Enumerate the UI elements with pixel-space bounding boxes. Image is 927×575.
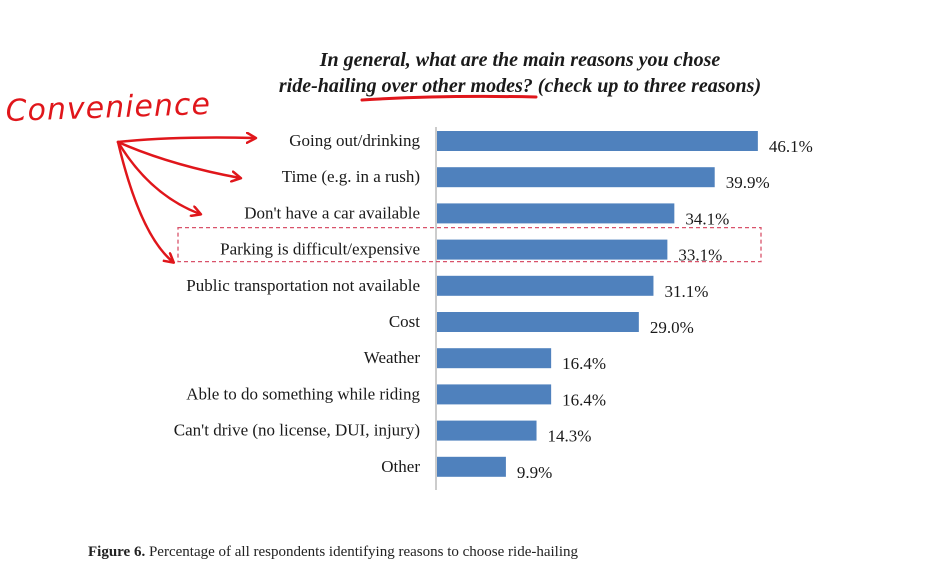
- bar-able-to-do-something-while-riding: [437, 384, 552, 405]
- value-label-other: 9.9%: [517, 463, 552, 482]
- convenience-annotation: Convenience: [5, 87, 211, 129]
- chart-title-line-2: ride-hailing over other modes? (check up…: [279, 75, 761, 97]
- value-label-time-e-g-in-a-rush: 39.9%: [726, 173, 770, 192]
- bar-public-transportation-not-available: [437, 275, 654, 296]
- value-label-public-transportation-not-available: 31.1%: [664, 282, 708, 301]
- value-label-don-t-have-a-car-available: 34.1%: [685, 209, 729, 228]
- value-label-can-t-drive-no-license-dui-injury: 14.3%: [548, 427, 592, 446]
- value-label-weather: 16.4%: [562, 354, 606, 373]
- annotation-arrow-don-t-have-a-car-available: [116, 140, 200, 214]
- category-label-parking-is-difficult-expensive: Parking is difficult/expensive: [220, 240, 420, 259]
- figure-caption-text: Percentage of all respondents identifyin…: [148, 544, 579, 560]
- category-label-can-t-drive-no-license-dui-injury: Can't drive (no license, DUI, injury): [174, 421, 420, 440]
- category-label-don-t-have-a-car-available: Don't have a car available: [244, 203, 420, 222]
- bar-going-out-drinking: [437, 131, 758, 151]
- bar-time-e-g-in-a-rush: [437, 167, 715, 188]
- bar-don-t-have-a-car-available: [437, 203, 675, 224]
- value-label-able-to-do-something-while-riding: 16.4%: [562, 390, 606, 409]
- bar-can-t-drive-no-license-dui-injury: [437, 420, 537, 441]
- category-label-public-transportation-not-available: Public transportation not available: [186, 276, 420, 295]
- value-label-cost: 29.0%: [650, 318, 694, 337]
- bars-layer: Going out/drinking 46.1% Time (e.g. in a r…: [174, 131, 813, 482]
- category-label-going-out-drinking: Going out/drinking: [289, 131, 420, 150]
- figure-caption: Figure 6. Percentage of all respondents …: [88, 544, 578, 561]
- category-label-weather: Weather: [364, 348, 421, 367]
- title-underline-annotation: [360, 94, 538, 102]
- value-label-parking-is-difficult-expensive: 33.1%: [678, 246, 722, 265]
- category-label-cost: Cost: [389, 312, 420, 331]
- category-label-time-e-g-in-a-rush: Time (e.g. in a rush): [282, 167, 420, 186]
- annotation-arrow-going-out-drinking: [116, 138, 255, 143]
- bar-weather: [437, 348, 552, 369]
- chart-title-line-1: In general, what are the main reasons yo…: [319, 49, 721, 71]
- annotation-arrows: [116, 138, 255, 263]
- bar-other: [437, 456, 506, 477]
- category-label-other: Other: [381, 457, 420, 476]
- annotation-arrow-time-e-g-in-a-rush: [116, 140, 240, 178]
- annotation-arrow-parking-is-difficult-expensive: [116, 140, 173, 262]
- figure-caption-label: Figure 6.: [88, 544, 146, 560]
- value-label-going-out-drinking: 46.1%: [769, 137, 813, 156]
- category-label-able-to-do-something-while-riding: Able to do something while riding: [186, 384, 420, 403]
- bar-parking-is-difficult-expensive: [437, 239, 668, 260]
- bar-cost: [437, 312, 639, 332]
